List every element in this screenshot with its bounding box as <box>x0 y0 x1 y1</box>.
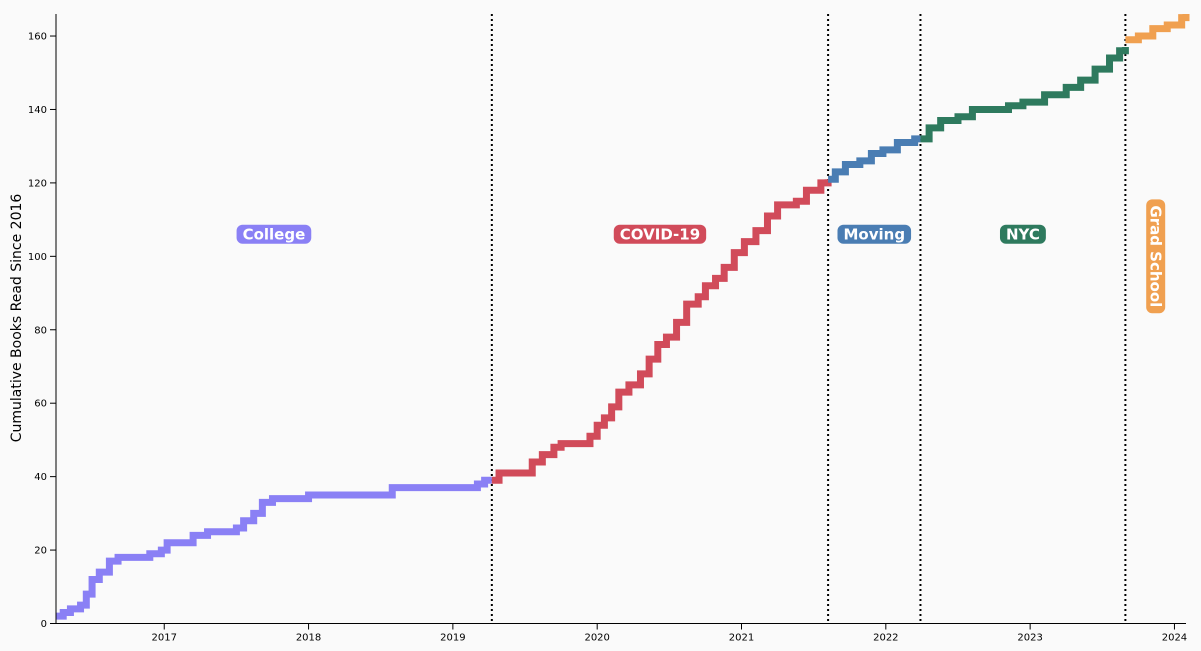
y-tick-label: 20 <box>34 546 47 557</box>
x-tick-label: 2017 <box>152 633 177 644</box>
era-label-text: NYC <box>1006 225 1040 243</box>
era-label-text: Grad School <box>1147 205 1165 307</box>
era-label-college: College <box>236 224 312 244</box>
era-label-pill <box>999 224 1046 244</box>
y-tick-label: 40 <box>34 472 47 483</box>
era-label-pill <box>1146 199 1166 314</box>
era-label-text: COVID-19 <box>620 225 700 243</box>
series-line-college <box>56 476 492 620</box>
y-tick-label: 0 <box>41 619 47 630</box>
y-tick-label: 160 <box>28 32 47 43</box>
y-ticks: 0 20 40 60 80 100 120 140 160 <box>28 32 56 630</box>
series-line-nyc <box>920 47 1129 143</box>
era-label-pill <box>236 224 312 244</box>
x-tick-label: 2018 <box>296 633 321 644</box>
y-tick-label: 120 <box>28 178 47 189</box>
x-tick-label: 2024 <box>1162 633 1187 644</box>
era-labels: College COVID-19 Moving NYC Grad School <box>236 199 1166 314</box>
era-label-text: College <box>243 225 306 243</box>
series-group <box>56 14 1190 620</box>
era-label-pill <box>837 224 912 244</box>
y-tick-label: 80 <box>34 325 47 336</box>
series-line-grad-school <box>1125 14 1190 44</box>
era-label-nyc: NYC <box>999 224 1046 244</box>
y-tick-label: 60 <box>34 399 47 410</box>
x-tick-label: 2020 <box>584 633 609 644</box>
era-label-moving: Moving <box>837 224 912 244</box>
x-tick-label: 2019 <box>440 633 465 644</box>
x-ticks: 2017 2018 2019 2020 2021 2022 2023 2024 <box>152 623 1187 644</box>
era-boundaries <box>490 14 1127 624</box>
y-tick-label: 100 <box>28 252 47 263</box>
series-line-covid-19 <box>491 179 832 484</box>
era-label-text: Moving <box>843 225 905 243</box>
y-tick-label: 140 <box>28 105 47 116</box>
axes <box>55 14 1186 624</box>
series-line-moving <box>828 135 921 183</box>
era-label-pill <box>613 224 707 244</box>
era-label-grad-school: Grad School <box>1146 199 1166 314</box>
era-label-covid-19: COVID-19 <box>613 224 707 244</box>
x-tick-label: 2022 <box>873 633 898 644</box>
x-tick-label: 2021 <box>729 633 754 644</box>
y-axis-title: Cumulative Books Read Since 2016 <box>9 194 25 443</box>
x-tick-label: 2023 <box>1017 633 1042 644</box>
